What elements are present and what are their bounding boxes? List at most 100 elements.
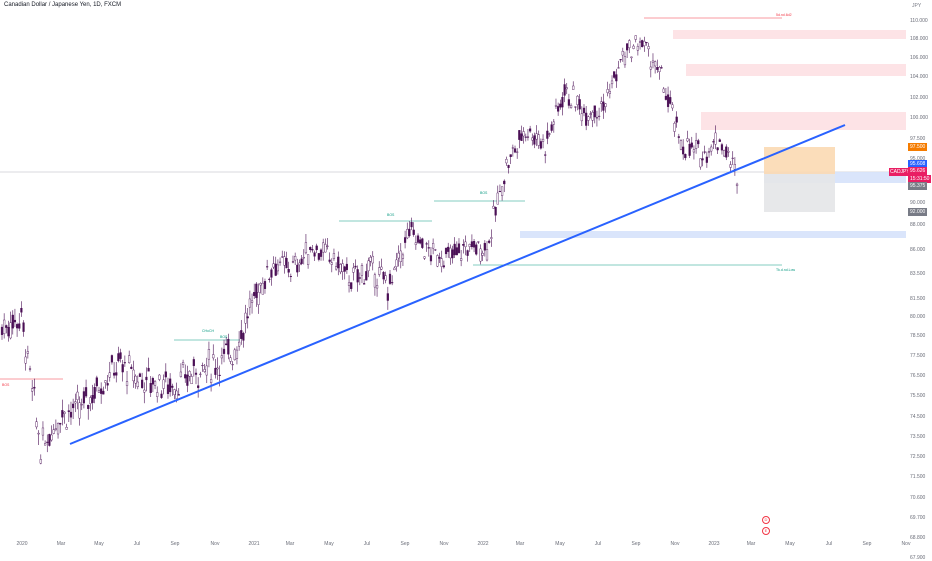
candle-body — [240, 330, 243, 339]
x-tick-label: Sep — [862, 541, 872, 547]
candle-body — [20, 307, 23, 313]
x-tick-label: Sep — [170, 541, 180, 547]
candle-body — [89, 397, 92, 404]
candle-body — [690, 142, 693, 148]
candle-body — [192, 359, 195, 367]
candle-body — [283, 256, 286, 266]
candle-body — [337, 256, 340, 269]
event-marker-e[interactable]: E — [762, 527, 770, 535]
candle-body — [453, 243, 456, 256]
candle-body — [158, 374, 161, 380]
uptrend-line[interactable] — [69, 124, 846, 445]
candle-body — [524, 136, 527, 138]
candle-body — [63, 411, 66, 414]
candle-body — [496, 192, 499, 205]
candle-body — [207, 349, 211, 360]
candle-body — [666, 94, 670, 107]
y-tick-label: 72.500 — [910, 454, 926, 460]
x-tick-label: Sep — [631, 541, 641, 547]
candle-body — [645, 42, 648, 44]
candle-body — [567, 99, 571, 106]
candle-body — [619, 59, 622, 61]
candle-body — [725, 146, 728, 158]
candle-body — [145, 376, 148, 381]
candle-body — [115, 372, 118, 376]
demand-zone-lower[interactable] — [520, 231, 906, 238]
candle-body — [500, 186, 504, 196]
candle-body — [238, 341, 241, 347]
y-tick-label: 106.000 — [910, 55, 929, 61]
symbol-price-tag[interactable]: CADJPY — [889, 168, 921, 176]
candle-body — [315, 245, 318, 251]
candle-body — [194, 372, 198, 375]
event-marker-d[interactable]: D — [762, 516, 770, 524]
candle-body — [266, 266, 269, 268]
candle-body — [729, 164, 732, 168]
candle-body — [628, 40, 631, 49]
candle-body — [608, 91, 611, 94]
candle-body — [104, 380, 107, 383]
y-tick-label: 68.800 — [910, 535, 926, 541]
candle-body — [427, 247, 430, 249]
candle-body — [220, 355, 223, 359]
candle-body — [589, 113, 592, 115]
candle-body — [550, 124, 553, 131]
supply-zone-middle[interactable] — [686, 64, 906, 76]
candle-body — [339, 264, 342, 273]
y-tick-label: 67.900 — [910, 555, 926, 561]
candle-body — [688, 143, 691, 156]
candle-body — [169, 378, 172, 393]
candle-body — [669, 97, 672, 104]
supply-zone-top[interactable] — [673, 30, 906, 39]
candle-body — [100, 388, 103, 394]
candle-body — [548, 133, 551, 135]
candle-body — [477, 241, 480, 243]
candle-body — [147, 367, 150, 372]
candle-body — [360, 264, 364, 276]
candle-body — [250, 300, 254, 303]
candle-body — [298, 262, 301, 266]
candle-body — [33, 386, 36, 389]
candle-body — [544, 154, 547, 156]
candle-body — [533, 135, 536, 145]
candle-body — [574, 106, 577, 108]
candle-body — [326, 245, 329, 247]
candle-body — [503, 180, 506, 185]
candle-body — [369, 257, 372, 262]
candle-body — [529, 128, 532, 132]
x-tick-label: May — [555, 541, 565, 547]
candle-body — [61, 410, 64, 418]
ath-label: 5d.nd.6d2 — [776, 13, 792, 17]
candle-body — [537, 134, 540, 146]
candle-body — [632, 45, 635, 49]
candle-body — [50, 434, 53, 441]
candle-body — [481, 252, 484, 256]
supply-zone-lower[interactable] — [701, 112, 906, 130]
candle-body — [677, 136, 680, 138]
candle-body — [272, 263, 275, 268]
candle-body — [554, 105, 558, 107]
candle-body — [671, 104, 674, 109]
candle-body — [231, 364, 234, 366]
candle-body — [188, 371, 191, 377]
last-price-tag: 95.608 — [908, 160, 928, 168]
candle-body — [421, 238, 424, 248]
candle-body — [457, 243, 461, 253]
candle-body — [91, 395, 94, 403]
candle-body — [132, 369, 135, 382]
candle-body — [332, 253, 336, 259]
candle-body — [686, 138, 689, 142]
target-box[interactable] — [764, 147, 835, 174]
candle-body — [651, 60, 655, 63]
candle-body — [28, 368, 32, 370]
candle-body — [112, 372, 116, 376]
candle-body — [714, 132, 717, 145]
candle-body — [643, 41, 646, 46]
candle-body — [162, 379, 165, 389]
y-tick-label: 69.700 — [910, 515, 926, 521]
y-tick-label: 104.000 — [910, 74, 929, 80]
candle-body — [539, 141, 542, 149]
candle-body — [375, 285, 379, 289]
stop-box[interactable] — [764, 174, 835, 212]
